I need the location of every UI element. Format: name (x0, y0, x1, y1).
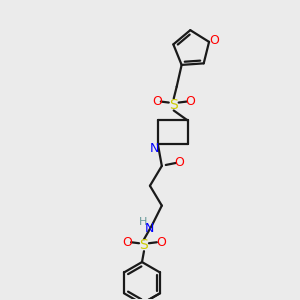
Text: O: O (209, 34, 219, 47)
Text: O: O (156, 236, 166, 249)
Text: O: O (152, 95, 162, 108)
Text: O: O (122, 236, 132, 249)
Text: O: O (186, 95, 196, 108)
Text: S: S (169, 98, 178, 112)
Text: O: O (175, 157, 184, 169)
Text: N: N (145, 222, 154, 235)
Text: S: S (140, 238, 148, 252)
Text: H: H (139, 218, 147, 227)
Text: N: N (150, 142, 160, 154)
